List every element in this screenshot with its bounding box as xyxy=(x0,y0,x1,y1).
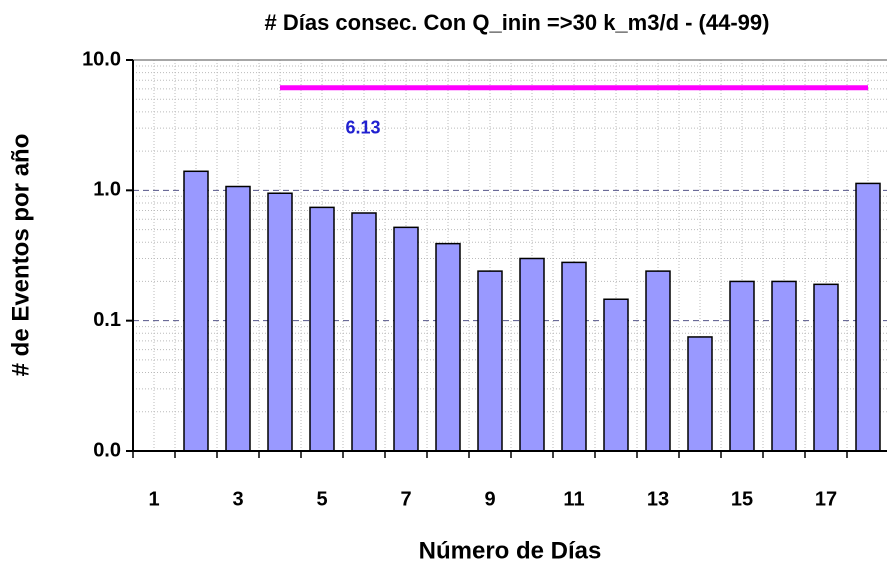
bar xyxy=(855,182,881,452)
x-tick-label: 15 xyxy=(731,488,753,510)
x-tick-label: 11 xyxy=(563,488,584,510)
bar xyxy=(771,280,797,452)
x-tick-label: 9 xyxy=(484,488,495,510)
bar xyxy=(687,336,713,452)
x-tick-label: 5 xyxy=(316,488,327,510)
bar xyxy=(225,185,251,452)
bar xyxy=(603,298,629,452)
reference-label: 6.13 xyxy=(345,117,380,137)
bar xyxy=(393,226,419,452)
bar xyxy=(813,283,839,452)
x-axis-label: Número de Días xyxy=(419,537,602,564)
bar xyxy=(519,257,545,452)
bar xyxy=(183,170,209,452)
y-tick-label: 0.1 xyxy=(93,309,121,331)
x-tick-label: 17 xyxy=(815,488,837,510)
bar xyxy=(351,212,377,452)
bar xyxy=(477,270,503,452)
bar xyxy=(729,280,755,452)
bar xyxy=(267,192,293,452)
bar xyxy=(435,242,461,452)
bar xyxy=(645,270,671,452)
x-tick-label: 3 xyxy=(232,488,243,510)
x-tick-label: 1 xyxy=(148,488,159,510)
chart-title: # Días consec. Con Q_inin =>30 k_m3/d - … xyxy=(265,10,770,35)
bar xyxy=(309,206,335,452)
bar xyxy=(561,261,587,452)
y-tick-label: 1.0 xyxy=(93,179,121,201)
y-tick-label: 0.0 xyxy=(93,439,121,461)
x-tick-label: 13 xyxy=(647,488,669,510)
y-axis-label: # de Eventos por año xyxy=(7,134,34,377)
x-tick-label: 7 xyxy=(400,488,411,510)
y-tick-label: 10.0 xyxy=(82,48,121,70)
